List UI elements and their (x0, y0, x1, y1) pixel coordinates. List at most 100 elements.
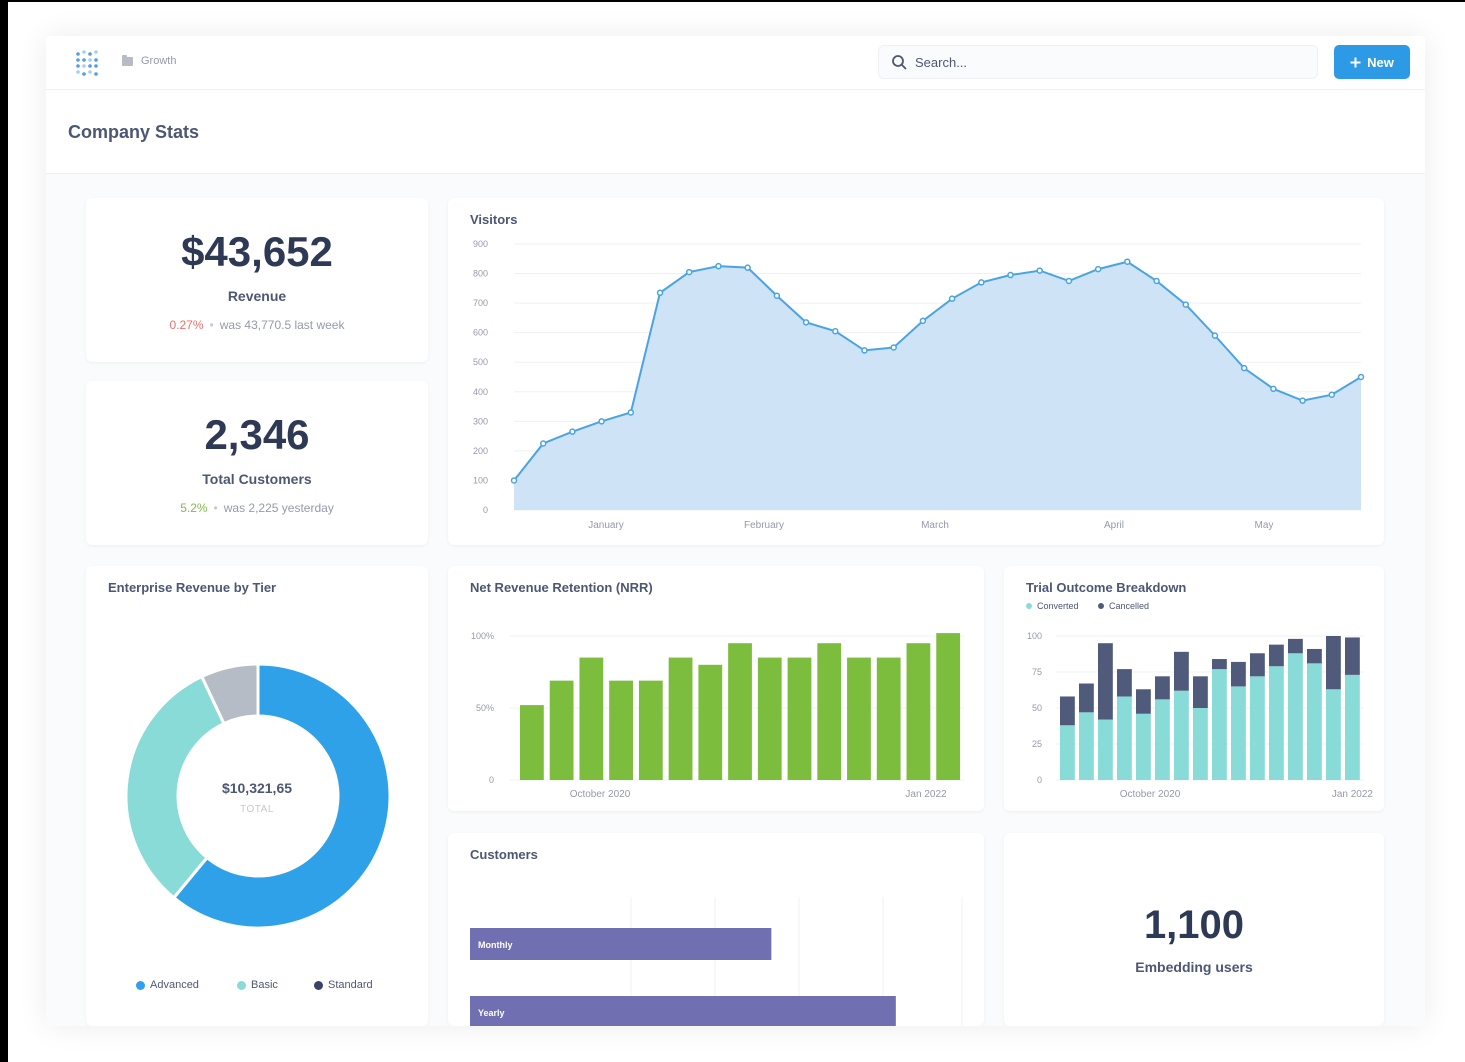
visitors-xtick: February (744, 520, 784, 531)
legend-advanced-label: Advanced (150, 979, 199, 991)
trial-ytick: 75 (1032, 667, 1042, 677)
trial-bar-cancelled (1269, 644, 1284, 667)
search-input[interactable] (915, 54, 1295, 70)
donut-total-label: TOTAL (240, 804, 274, 815)
visitors-point (978, 279, 985, 286)
search-bar[interactable] (878, 45, 1318, 79)
total-customers-card[interactable]: 2,346 Total Customers 5.2% • was 2,225 yes… (86, 381, 428, 545)
visitors-point (1007, 271, 1014, 279)
visitors-point (1182, 301, 1190, 308)
legend-basic[interactable]: Basic (237, 979, 278, 991)
visitors-point (598, 418, 605, 425)
customers-bar-monthly (470, 928, 772, 960)
revenue-change: 0.27% (169, 318, 204, 332)
visitors-ytick: 100 (473, 475, 488, 485)
revenue-comparison: 0.27% • was 43,770.5 last week (169, 318, 345, 332)
visitors-point (569, 428, 576, 435)
total-customers-comparison: 5.2% • was 2,225 yesterday (180, 501, 334, 515)
visitors-point (1094, 265, 1102, 273)
total-customers-change: 5.2% (180, 501, 208, 515)
nrr-bar (549, 680, 574, 780)
donut-slice-standard (199, 662, 260, 726)
visitors-point (1153, 277, 1160, 285)
trial-bar-converted (1155, 699, 1170, 780)
visitors-point (1299, 397, 1306, 404)
visitors-ytick: 0 (483, 505, 488, 515)
legend-cancelled-label: Cancelled (1109, 601, 1150, 611)
nrr-bar (698, 664, 723, 780)
visitors-point (685, 268, 693, 276)
trial-bar-cancelled (1117, 669, 1132, 697)
trial-bar-converted (1345, 674, 1360, 780)
trial-bar-cancelled (1136, 689, 1151, 714)
new-button[interactable]: New (1334, 45, 1410, 79)
legend-standard-label: Standard (328, 979, 373, 991)
trial-bar-cancelled (1079, 683, 1094, 713)
trial-outcome-title: Trial Outcome Breakdown (1026, 580, 1187, 595)
customers-bar-label: Yearly (478, 1008, 505, 1018)
nrr-bar (787, 657, 812, 780)
converted-swatch (1026, 603, 1032, 609)
trial-bar-converted (1136, 713, 1151, 780)
legend-cancelled[interactable]: Cancelled (1098, 601, 1149, 611)
nrr-bar (817, 643, 842, 780)
trial-bar-cancelled (1155, 676, 1170, 700)
donut-slice-advanced (171, 662, 392, 930)
breadcrumb-collection[interactable]: Growth (141, 55, 177, 67)
total-customers-value: 2,346 (204, 411, 310, 458)
search-icon (892, 55, 907, 70)
enterprise-revenue-card[interactable]: Enterprise Revenue by Tier $10,321,65 TO… (86, 566, 428, 1026)
breadcrumb[interactable]: Growth (122, 54, 177, 67)
legend-standard[interactable]: Standard (314, 979, 373, 991)
customers-card[interactable]: Customers Monthly Yearly (448, 833, 984, 1026)
trial-bar-converted (1098, 719, 1113, 780)
revenue-value: $43,652 (181, 228, 333, 275)
nrr-card[interactable]: Net Revenue Retention (NRR) 0 50% 100% Octo… (448, 566, 984, 811)
trial-bar-converted (1326, 689, 1341, 780)
trial-bar-converted (1117, 696, 1132, 780)
nrr-bar (668, 657, 693, 780)
nrr-bar (876, 657, 901, 780)
folder-icon (122, 54, 133, 66)
legend-advanced[interactable]: Advanced (136, 979, 199, 991)
visitors-point (656, 289, 664, 297)
nrr-bar (757, 657, 782, 780)
visitors-xtick: March (921, 520, 949, 531)
customers-title: Customers (470, 847, 538, 862)
trial-bar-converted (1079, 712, 1094, 780)
visitors-point (1240, 364, 1248, 372)
visitors-point (1036, 267, 1043, 274)
visitors-point (1124, 258, 1131, 265)
trial-bar-cancelled (1326, 636, 1341, 690)
legend-basic-label: Basic (251, 979, 278, 991)
trial-ytick: 100 (1027, 631, 1042, 641)
legend-converted[interactable]: Converted (1026, 601, 1079, 611)
trial-bar-cancelled (1307, 648, 1322, 664)
trial-bar-converted (1212, 669, 1227, 780)
embedding-users-card[interactable]: 1,100 Embedding users (1004, 833, 1384, 1026)
plus-icon (1350, 57, 1361, 67)
donut-slice-basic (124, 674, 226, 900)
visitors-xtick: May (1255, 520, 1274, 531)
trial-bar-cancelled (1174, 651, 1189, 691)
revenue-card[interactable]: $43,652 Revenue 0.27% • was 43,770.5 last … (86, 198, 428, 362)
metabase-logo-icon[interactable] (74, 48, 102, 78)
visitors-area (514, 261, 1361, 510)
nrr-ytick: 50% (476, 703, 494, 713)
visitors-point (948, 295, 956, 302)
visitors-ytick: 700 (473, 298, 488, 308)
nrr-bar (520, 705, 544, 780)
visitors-point (1270, 385, 1277, 393)
trial-bar-cancelled (1288, 638, 1303, 654)
trial-outcome-card[interactable]: Trial Outcome Breakdown Converted Cancel… (1004, 566, 1384, 811)
advanced-swatch (136, 980, 145, 990)
trial-bar-converted (1269, 666, 1284, 780)
legend-converted-label: Converted (1037, 601, 1079, 611)
trial-bar-cancelled (1212, 659, 1227, 670)
visitors-xtick: January (588, 520, 624, 531)
nrr-bar (638, 680, 663, 780)
standard-swatch (314, 980, 323, 990)
enterprise-revenue-title: Enterprise Revenue by Tier (108, 580, 277, 595)
visitors-card[interactable]: Visitors 0 100 200 300 400 500 600 700 800 900 Jan… (448, 198, 1384, 545)
visitors-point (510, 477, 518, 484)
